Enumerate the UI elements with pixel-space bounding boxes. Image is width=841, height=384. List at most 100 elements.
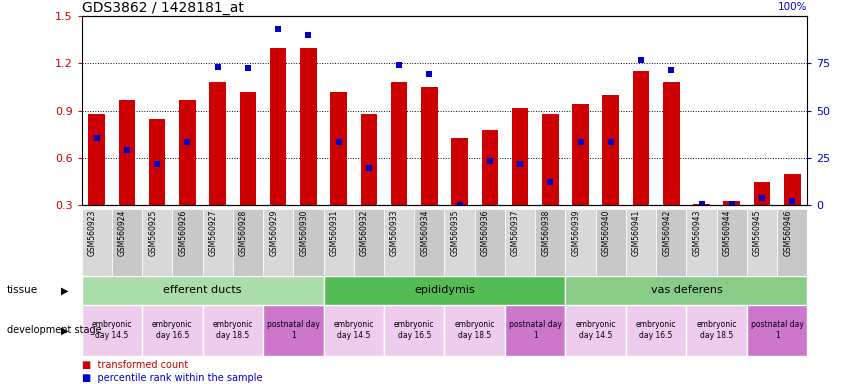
Text: GSM560924: GSM560924	[118, 209, 127, 256]
Bar	[505, 209, 535, 276]
Bar	[626, 209, 656, 276]
Text: embryonic
day 18.5: embryonic day 18.5	[454, 320, 495, 341]
Text: GSM560939: GSM560939	[572, 209, 580, 256]
Bar	[415, 209, 444, 276]
Text: GSM560933: GSM560933	[390, 209, 399, 256]
Bar	[270, 48, 287, 205]
Bar	[294, 209, 324, 276]
Text: GSM560946: GSM560946	[783, 209, 792, 256]
Text: ■  percentile rank within the sample: ■ percentile rank within the sample	[82, 373, 262, 383]
Text: GSM560925: GSM560925	[148, 209, 157, 256]
Text: embryonic
day 16.5: embryonic day 16.5	[152, 320, 193, 341]
Bar	[354, 209, 384, 276]
Bar	[88, 114, 105, 205]
Text: GSM560923: GSM560923	[87, 209, 97, 256]
Bar	[542, 114, 558, 205]
Text: postnatal day
1: postnatal day 1	[267, 320, 320, 341]
Text: epididymis: epididymis	[414, 285, 475, 296]
Bar	[686, 305, 747, 356]
Text: vas deferens: vas deferens	[651, 285, 722, 296]
Text: GSM560927: GSM560927	[209, 209, 218, 256]
Text: postnatal day
1: postnatal day 1	[751, 320, 803, 341]
Bar	[632, 71, 649, 205]
Bar	[535, 209, 565, 276]
Bar	[263, 305, 324, 356]
Bar	[693, 204, 710, 205]
Bar	[172, 209, 203, 276]
Text: GSM560936: GSM560936	[481, 209, 489, 256]
Text: GSM560942: GSM560942	[662, 209, 671, 256]
Text: postnatal day
1: postnatal day 1	[509, 320, 562, 341]
Bar	[142, 209, 172, 276]
Bar	[747, 305, 807, 356]
Text: embryonic
day 18.5: embryonic day 18.5	[213, 320, 253, 341]
Text: development stage: development stage	[7, 325, 102, 336]
Bar	[179, 100, 196, 205]
Bar	[263, 209, 294, 276]
Bar	[686, 209, 717, 276]
Bar	[565, 209, 595, 276]
Bar	[82, 305, 142, 356]
Text: ■  transformed count: ■ transformed count	[82, 360, 188, 370]
Text: GSM560937: GSM560937	[511, 209, 520, 256]
Bar	[512, 108, 528, 205]
Text: efferent ducts: efferent ducts	[163, 285, 242, 296]
Bar	[300, 48, 317, 205]
Text: embryonic
day 14.5: embryonic day 14.5	[575, 320, 616, 341]
Text: 100%: 100%	[778, 2, 807, 12]
Bar	[663, 83, 680, 205]
Text: ▶: ▶	[61, 325, 68, 336]
Text: GSM560929: GSM560929	[269, 209, 278, 256]
Text: embryonic
day 14.5: embryonic day 14.5	[92, 320, 132, 341]
Bar	[626, 305, 686, 356]
Bar	[784, 174, 801, 205]
Bar	[324, 209, 354, 276]
Text: GSM560930: GSM560930	[299, 209, 309, 256]
Text: GSM560943: GSM560943	[692, 209, 701, 256]
Bar	[82, 276, 324, 305]
Bar	[324, 276, 565, 305]
Text: GSM560926: GSM560926	[178, 209, 188, 256]
Bar	[717, 209, 747, 276]
Text: embryonic
day 16.5: embryonic day 16.5	[394, 320, 435, 341]
Bar	[602, 95, 619, 205]
Bar	[391, 83, 407, 205]
Text: embryonic
day 18.5: embryonic day 18.5	[696, 320, 737, 341]
Bar	[572, 104, 589, 205]
Bar	[82, 209, 112, 276]
Text: embryonic
day 14.5: embryonic day 14.5	[334, 320, 374, 341]
Bar	[142, 305, 203, 356]
Text: GSM560928: GSM560928	[239, 209, 248, 255]
Bar	[203, 305, 263, 356]
Bar	[203, 209, 233, 276]
Bar	[421, 87, 437, 205]
Text: GSM560931: GSM560931	[330, 209, 339, 256]
Text: GSM560940: GSM560940	[602, 209, 611, 256]
Text: GSM560941: GSM560941	[632, 209, 641, 256]
Text: ▶: ▶	[61, 285, 68, 296]
Text: tissue: tissue	[7, 285, 38, 296]
Text: GSM560938: GSM560938	[542, 209, 550, 256]
Bar	[209, 83, 226, 205]
Bar	[565, 276, 807, 305]
Bar	[723, 201, 740, 205]
Bar	[112, 209, 142, 276]
Text: GSM560945: GSM560945	[753, 209, 762, 256]
Text: GSM560934: GSM560934	[420, 209, 430, 256]
Bar	[444, 209, 474, 276]
Bar	[240, 92, 257, 205]
Text: GDS3862 / 1428181_at: GDS3862 / 1428181_at	[82, 1, 243, 15]
Text: GSM560932: GSM560932	[360, 209, 369, 256]
Bar	[777, 209, 807, 276]
Bar	[595, 209, 626, 276]
Bar	[119, 100, 135, 205]
Bar	[233, 209, 263, 276]
Bar	[656, 209, 686, 276]
Bar	[474, 209, 505, 276]
Bar	[361, 114, 377, 205]
Bar	[444, 305, 505, 356]
Bar	[149, 119, 166, 205]
Text: GSM560944: GSM560944	[722, 209, 732, 256]
Bar	[384, 305, 444, 356]
Bar	[452, 137, 468, 205]
